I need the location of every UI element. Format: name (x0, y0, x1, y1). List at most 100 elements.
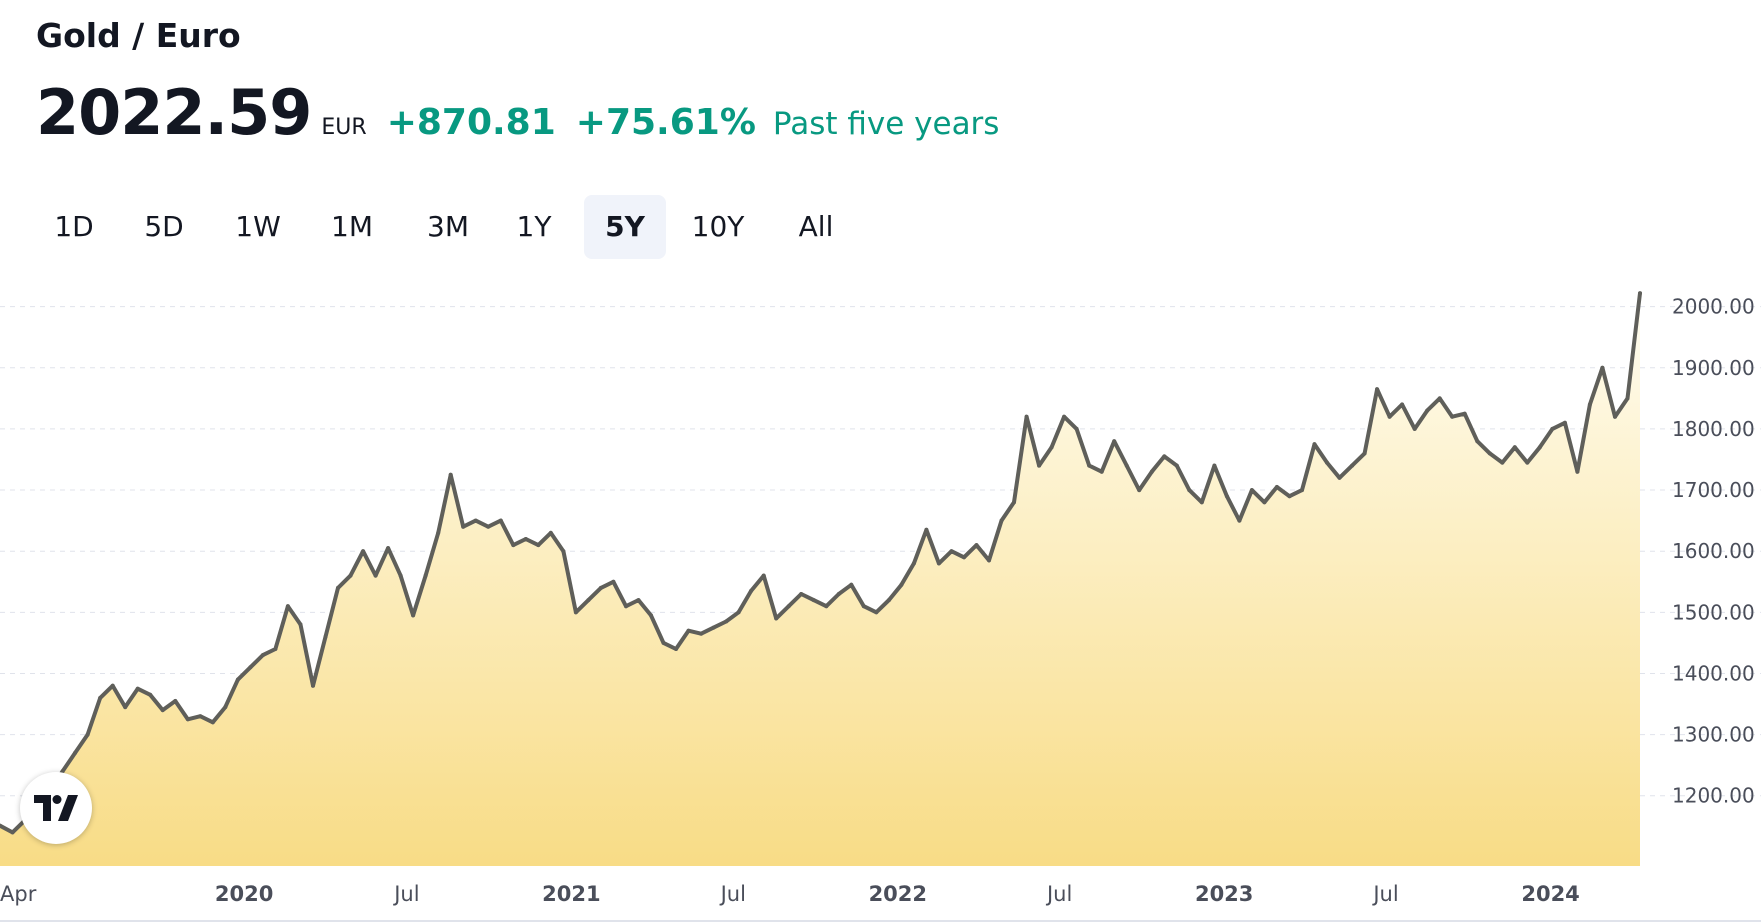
data-point (724, 619, 729, 624)
time-range-selector: 1D 5D 1W 1M 3M 1Y 5Y 10Y All (36, 195, 956, 259)
data-point (1249, 488, 1254, 493)
data-point (1562, 420, 1567, 425)
range-1d[interactable]: 1D (54, 210, 94, 243)
data-point (649, 613, 653, 618)
data-point (285, 604, 290, 609)
range-1m[interactable]: 1M (331, 210, 373, 243)
data-point (1425, 408, 1430, 413)
data-point (1462, 411, 1467, 416)
data-point (298, 622, 303, 627)
data-point (786, 604, 791, 609)
range-5d[interactable]: 5D (144, 210, 184, 243)
data-point (1174, 463, 1179, 468)
data-point (1062, 414, 1067, 419)
data-point (1074, 426, 1079, 431)
data-point (511, 543, 516, 548)
current-price: 2022.59 (36, 76, 312, 149)
data-point (1112, 439, 1117, 444)
x-tick-label: 2020 (215, 882, 273, 906)
data-point (1362, 451, 1367, 456)
range-1y[interactable]: 1Y (516, 210, 552, 243)
data-point (861, 604, 866, 609)
tradingview-logo-icon[interactable] (20, 772, 92, 844)
range-10y[interactable]: 10Y (691, 210, 745, 243)
data-point (311, 683, 315, 688)
y-tick-label: 2000.00 (1672, 295, 1755, 319)
data-point (987, 558, 991, 563)
data-point (1199, 500, 1204, 505)
data-point (1375, 387, 1380, 392)
data-point (1537, 445, 1542, 450)
data-point (1137, 488, 1142, 493)
x-axis: Apr 2020 Jul 2021 Jul 2022 Jul 2023 Jul 2024 (0, 882, 1580, 906)
data-point (611, 579, 616, 584)
y-tick-label: 1900.00 (1672, 356, 1755, 380)
data-point (1625, 396, 1630, 401)
page-title: Gold / Euro (36, 16, 241, 55)
data-point (110, 683, 115, 688)
data-point (836, 592, 841, 596)
x-tick-label: 2024 (1521, 882, 1579, 906)
data-point (1149, 469, 1154, 474)
absolute-change: +870.81 (386, 102, 556, 143)
data-point (323, 634, 328, 639)
data-point (1475, 439, 1480, 444)
data-point (498, 518, 503, 523)
data-point (1312, 442, 1317, 447)
data-point (1487, 451, 1492, 456)
price-line[interactable] (0, 291, 1642, 835)
x-tick-label: Jul (392, 882, 419, 906)
data-point (436, 530, 441, 535)
tradingview-logo-glyph (34, 795, 78, 821)
range-5y[interactable]: 5Y (584, 195, 666, 259)
x-tick-label: 2023 (1195, 882, 1253, 906)
data-point (999, 518, 1004, 523)
data-point (1400, 402, 1405, 407)
data-point (1350, 463, 1355, 468)
data-point (473, 518, 478, 523)
data-point (10, 830, 15, 835)
data-point (1049, 445, 1054, 450)
data-point (411, 613, 416, 618)
data-point (1237, 518, 1242, 523)
range-3m[interactable]: 3M (427, 210, 469, 243)
period-label: Past five years (772, 106, 1000, 142)
y-tick-label: 1300.00 (1672, 723, 1755, 747)
data-point (674, 647, 678, 651)
data-point (1525, 460, 1530, 465)
range-1w[interactable]: 1W (235, 210, 281, 243)
data-point (1638, 291, 1642, 296)
data-point (386, 546, 391, 551)
x-tick-label: Jul (1371, 882, 1398, 906)
data-point (1337, 475, 1342, 480)
data-point (1437, 396, 1442, 401)
data-point (774, 616, 779, 621)
data-point (85, 732, 90, 737)
data-point (336, 585, 340, 590)
y-tick-label: 1800.00 (1672, 417, 1755, 441)
x-tick-label: 2021 (542, 882, 600, 906)
data-point (73, 750, 78, 755)
x-tick-label: Apr (0, 882, 37, 906)
data-point (536, 543, 541, 548)
data-point (523, 537, 528, 541)
data-point (198, 714, 203, 719)
data-point (962, 555, 966, 560)
data-point (98, 695, 103, 700)
data-point (1512, 445, 1517, 450)
range-all[interactable]: All (798, 210, 834, 243)
data-point (936, 561, 941, 566)
data-point (661, 640, 666, 645)
data-point (824, 604, 829, 609)
data-point (874, 610, 879, 615)
data-point (548, 530, 553, 535)
data-point (248, 665, 253, 670)
price-chart: 1200.00 1300.00 1400.00 1500.00 1600.00 1700.… (0, 291, 1761, 906)
price-summary: 2022.59 EUR +870.81 +75.61% Past five ye… (36, 76, 999, 149)
data-point (423, 573, 428, 578)
data-point (561, 549, 566, 554)
data-point (1587, 402, 1592, 407)
data-point (711, 625, 716, 630)
data-point (1187, 488, 1192, 493)
data-point (1212, 463, 1217, 468)
